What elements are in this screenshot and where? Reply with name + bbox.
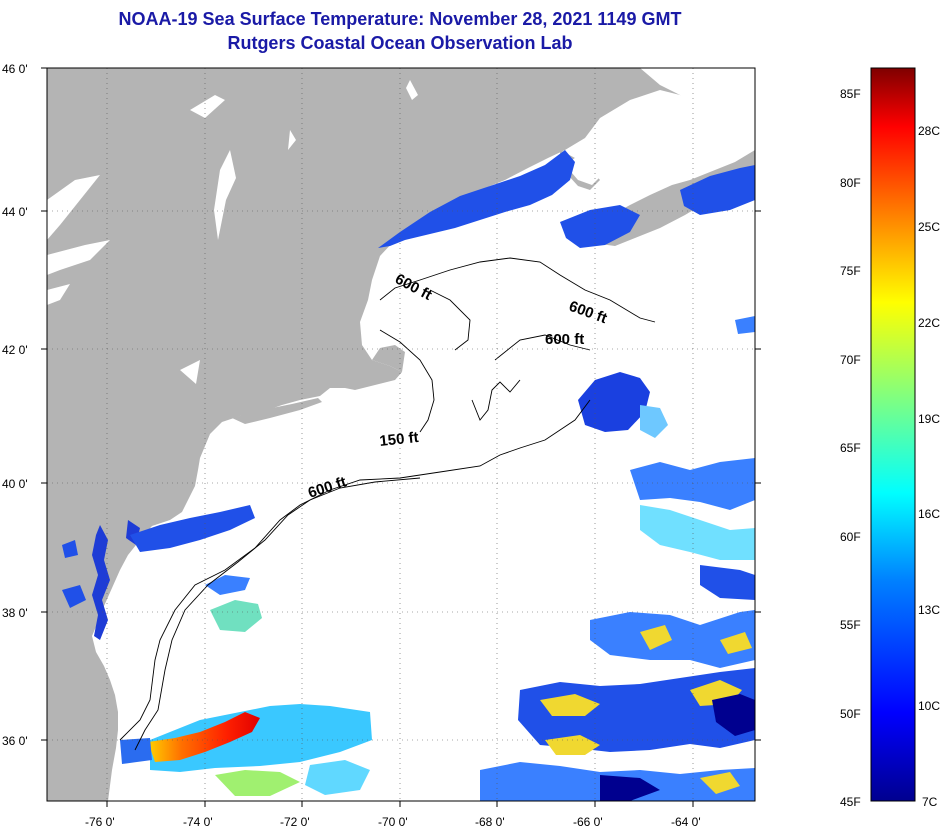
offshore-sst-patch bbox=[630, 458, 755, 510]
lat-label: 36 0' bbox=[2, 734, 28, 748]
colorbar-f-label: 65F bbox=[840, 441, 861, 455]
lake bbox=[47, 284, 70, 305]
shelf-sst-patch bbox=[130, 505, 255, 552]
colorbar-c-label: 25C bbox=[918, 220, 940, 234]
contour-label: 150 ft bbox=[379, 429, 420, 450]
offshore-sst-patch bbox=[540, 694, 600, 716]
colorbar-c-labels: 28C 25C 22C 19C 16C 13C 10C 7C bbox=[918, 124, 940, 809]
colorbar-f-label: 50F bbox=[840, 707, 861, 721]
shelf-sst-patch bbox=[62, 585, 86, 608]
lon-label: -74 0' bbox=[183, 815, 213, 829]
offshore-sst-patch bbox=[700, 772, 740, 794]
offshore-sst-patch bbox=[720, 632, 752, 654]
colorbar-f-label: 75F bbox=[840, 264, 861, 278]
colorbar-f-label: 80F bbox=[840, 176, 861, 190]
map-subtitle: Rutgers Coastal Ocean Observation Lab bbox=[227, 33, 573, 53]
gulf-water bbox=[640, 68, 755, 118]
lat-label: 42 0' bbox=[2, 343, 28, 357]
offshore-sst-patch bbox=[700, 565, 755, 600]
gulf-stream-warm-core bbox=[150, 704, 372, 772]
lake bbox=[214, 150, 236, 240]
bathymetry-contours bbox=[119, 257, 656, 751]
map-title: NOAA-19 Sea Surface Temperature: Novembe… bbox=[118, 9, 682, 29]
lake bbox=[47, 175, 100, 240]
lon-label: -70 0' bbox=[378, 815, 408, 829]
offshore-sst-patch bbox=[590, 610, 755, 668]
colorbar-f-label: 55F bbox=[840, 618, 861, 632]
colorbar-f-label: 60F bbox=[840, 530, 861, 544]
offshore-sst-patch bbox=[545, 735, 600, 755]
latitude-labels: 46 0' 44 0' 42 0' 40 0' 38 0' 36 0' bbox=[2, 62, 28, 748]
landmass-us bbox=[47, 68, 755, 801]
colorbar-f-label: 45F bbox=[840, 795, 861, 809]
shelf-sst-patch bbox=[210, 600, 262, 632]
lat-label: 40 0' bbox=[2, 477, 28, 491]
shelf-sst-patch bbox=[205, 575, 250, 595]
colorbar-c-label: 22C bbox=[918, 316, 940, 330]
offshore-sst-patch bbox=[640, 625, 672, 650]
lake bbox=[47, 240, 110, 275]
gulf-of-maine-sst-cold bbox=[378, 150, 575, 248]
lon-label: -66 0' bbox=[573, 815, 603, 829]
colorbar-c-label: 7C bbox=[922, 795, 938, 809]
colorbar-f-label: 85F bbox=[840, 87, 861, 101]
colorbar-c-label: 13C bbox=[918, 603, 940, 617]
lake bbox=[180, 360, 200, 384]
lat-label: 46 0' bbox=[2, 62, 28, 76]
colorbar-f-label: 70F bbox=[840, 353, 861, 367]
gulf-stream-warm-core bbox=[148, 712, 260, 762]
georges-bank-sst bbox=[640, 405, 668, 438]
colorbar-f-labels: 85F 80F 75F 70F 65F 60F 55F 50F 45F bbox=[840, 87, 861, 809]
offshore-sst-patch bbox=[712, 694, 755, 736]
lake bbox=[406, 80, 418, 100]
lon-label: -72 0' bbox=[280, 815, 310, 829]
shelf-sst-patch bbox=[62, 540, 78, 558]
long-island bbox=[232, 398, 322, 424]
colorbar-c-label: 16C bbox=[918, 507, 940, 521]
lake bbox=[288, 130, 296, 150]
gulf-stream-mid bbox=[305, 760, 370, 795]
lon-label: -64 0' bbox=[671, 815, 701, 829]
chesapeake-bay bbox=[92, 525, 110, 640]
cape-cod bbox=[372, 345, 405, 372]
lat-label: 44 0' bbox=[2, 205, 28, 219]
bay-of-fundy bbox=[565, 112, 680, 185]
nova-scotia-sst-cold bbox=[680, 165, 755, 215]
gulf-stream-mid bbox=[215, 770, 300, 796]
lon-label: -68 0' bbox=[475, 815, 505, 829]
nova-scotia-sst-cold bbox=[560, 205, 640, 248]
axis-ticks bbox=[41, 67, 761, 807]
colorbar-c-label: 19C bbox=[918, 412, 940, 426]
offshore-sst-patch bbox=[640, 505, 755, 560]
gulf-stream-mid bbox=[120, 738, 152, 764]
colorbar-c-label: 10C bbox=[918, 699, 940, 713]
graticule bbox=[47, 68, 755, 801]
ns-shelf-sst bbox=[735, 316, 755, 334]
contour-label: 600 ft bbox=[545, 331, 584, 348]
lake bbox=[190, 95, 225, 118]
longitude-labels: -76 0' -74 0' -72 0' -70 0' -68 0' -66 0… bbox=[85, 815, 701, 829]
georges-bank-sst bbox=[578, 372, 650, 432]
lat-label: 38 0' bbox=[2, 606, 28, 620]
colorbar-c-label: 28C bbox=[918, 124, 940, 138]
lon-label: -76 0' bbox=[85, 815, 115, 829]
map-frame bbox=[46, 67, 756, 802]
colorbar bbox=[870, 67, 916, 802]
offshore-sst-patch bbox=[600, 775, 660, 801]
